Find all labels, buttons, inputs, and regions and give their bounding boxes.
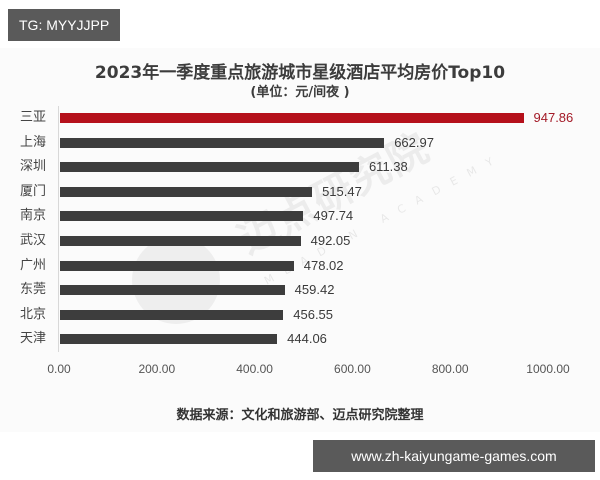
bar bbox=[60, 309, 284, 320]
x-tick-label: 800.00 bbox=[431, 362, 469, 376]
category-label: 北京 bbox=[20, 306, 47, 322]
value-label: 497.74 bbox=[313, 208, 354, 224]
site-url-banner: www.zh-kaiyungame-games.com bbox=[313, 440, 595, 472]
category-label: 东莞 bbox=[20, 282, 47, 298]
x-tick-label: 600.00 bbox=[334, 362, 371, 376]
category-label: 广州 bbox=[20, 257, 47, 273]
value-label: 611.38 bbox=[368, 159, 408, 175]
chart-subtitle: (单位：元/间夜 ) bbox=[250, 85, 350, 100]
watermark-logo-icon bbox=[132, 236, 220, 324]
x-tick-label: 200.00 bbox=[138, 362, 176, 376]
value-label: 456.55 bbox=[293, 306, 334, 322]
value-label: 444.06 bbox=[287, 331, 327, 347]
x-tick-label: 0.00 bbox=[47, 362, 71, 376]
bar bbox=[60, 113, 524, 123]
bar bbox=[60, 137, 385, 148]
x-tick-label: 1000.00 bbox=[526, 362, 570, 376]
value-label: 459.42 bbox=[294, 282, 335, 298]
bar bbox=[60, 285, 285, 296]
category-label: 南京 bbox=[20, 208, 47, 224]
x-tick-label: 400.00 bbox=[236, 362, 273, 376]
bar bbox=[60, 334, 278, 345]
category-label: 三亚 bbox=[20, 110, 47, 125]
value-label: 492.05 bbox=[310, 233, 351, 248]
tg-tag-badge: TG: MYYJJPP bbox=[8, 9, 121, 41]
y-axis-line bbox=[58, 106, 59, 352]
value-label: 515.47 bbox=[322, 183, 362, 199]
category-label: 厦门 bbox=[20, 183, 47, 199]
category-label: 深圳 bbox=[20, 159, 47, 175]
bar bbox=[60, 211, 304, 222]
value-label: 947.86 bbox=[533, 110, 574, 125]
category-label: 武汉 bbox=[20, 233, 47, 248]
bar bbox=[60, 236, 301, 246]
data-source-note: 数据来源：文化和旅游部、迈点研究院整理 bbox=[176, 408, 424, 423]
bar bbox=[60, 186, 313, 197]
category-label: 天津 bbox=[20, 331, 47, 347]
chart-title: 2023年一季度重点旅游城市星级酒店平均房价Top10 bbox=[94, 63, 506, 83]
bar bbox=[60, 260, 294, 271]
value-label: 478.02 bbox=[303, 257, 344, 273]
bar bbox=[60, 162, 359, 173]
value-label: 662.97 bbox=[394, 134, 434, 150]
category-label: 上海 bbox=[20, 134, 47, 150]
